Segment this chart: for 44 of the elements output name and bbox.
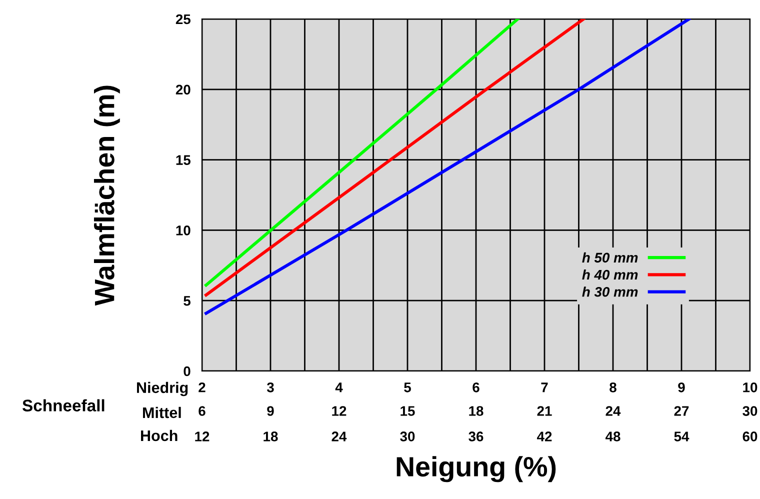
legend-label: h 30 mm [582, 286, 638, 297]
text: 48 [605, 432, 620, 442]
text: 42 [536, 432, 552, 442]
x-tick-label: 6 [472, 382, 480, 392]
y-tick-label: 10 [176, 226, 190, 236]
y-axis-title: Walmflächen (m) [94, 86, 120, 306]
text: Mittel [143, 406, 181, 418]
y-tick-label: 15 [176, 155, 191, 165]
x-tick-label: 7 [541, 382, 548, 392]
x2-tick-label: 9 [267, 406, 274, 416]
text: 36 [468, 432, 484, 442]
y-tick-label: 0 [184, 366, 190, 376]
line-series [204, 19, 520, 287]
x2-tick-label: 27 [674, 406, 689, 416]
x-axis-title: Neigung (%) [396, 456, 556, 482]
text: Niedrig [137, 382, 188, 396]
x-tick-label: 3 [266, 382, 274, 392]
y-tick-label: 5 [184, 296, 191, 306]
x-tick-label: 8 [610, 382, 616, 392]
x-tick-label: 5 [404, 382, 411, 392]
x-tick-label: 9 [678, 382, 685, 392]
text: Schneefall [22, 399, 104, 412]
x2-tick-label: 30 [742, 406, 758, 416]
text: 18 [264, 432, 278, 442]
x2-tick-label: 21 [537, 406, 552, 416]
line-series [204, 19, 691, 315]
x2-tick-label: 6 [198, 406, 206, 416]
text: 30 [400, 432, 415, 442]
text: 60 [742, 432, 758, 442]
x2-tick-label: 24 [606, 406, 621, 416]
x-tick-label: 10 [743, 382, 758, 392]
y-tick-label: 20 [176, 84, 190, 95]
text: 12 [195, 432, 210, 442]
legend-label: h 50 mm [582, 252, 638, 263]
x2-tick-label: 18 [469, 406, 484, 416]
y-tick-label: 25 [176, 14, 191, 24]
x-tick-label: 4 [335, 382, 343, 392]
x2-tick-label: 15 [400, 406, 415, 416]
text: 54 [674, 432, 690, 442]
x2-tick-label: 12 [332, 406, 346, 416]
x-tick-label: 2 [198, 382, 206, 392]
legend-label: h 40 mm [582, 269, 638, 280]
text: Hoch [141, 430, 178, 442]
text: 24 [332, 432, 347, 442]
